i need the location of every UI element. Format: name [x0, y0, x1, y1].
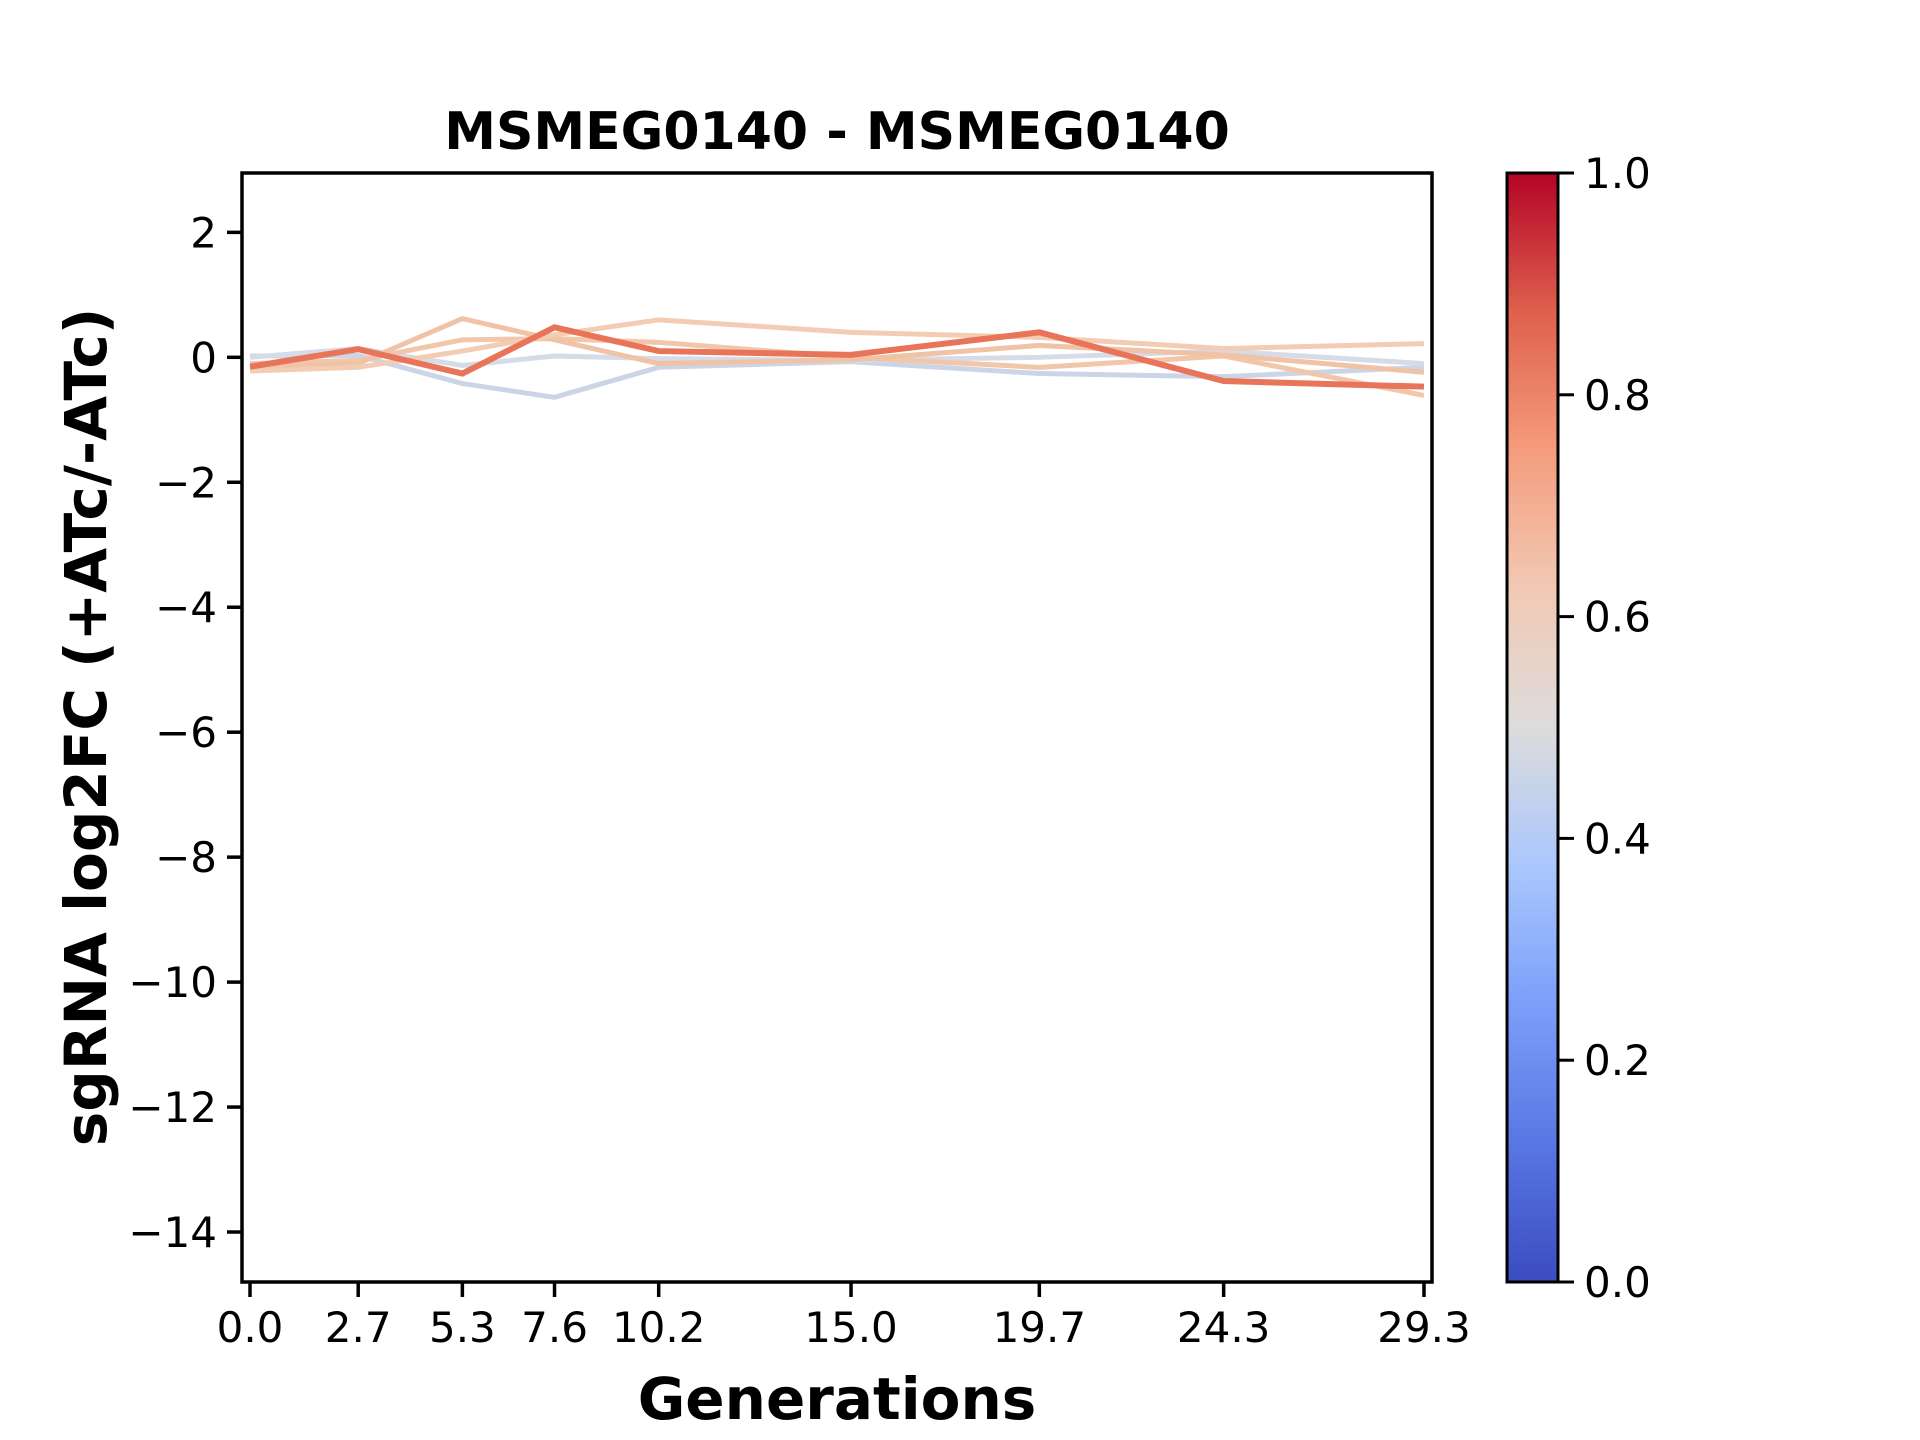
- x-tick-label: 19.7: [993, 1303, 1087, 1352]
- colorbar-tick-label: 1.0: [1584, 149, 1651, 198]
- y-tick-label: 2: [190, 208, 217, 257]
- x-tick-label: 15.0: [804, 1303, 898, 1352]
- series-line-sgRNA-peach-1: [249, 336, 1425, 398]
- x-tick-label: 2.7: [325, 1303, 392, 1352]
- y-tick-label: −6: [155, 708, 217, 757]
- colorbar-frame: [1505, 171, 1560, 1284]
- series-line-sgRNA-orange: [249, 324, 1425, 390]
- x-tick-label: 0.0: [217, 1303, 284, 1352]
- y-tick-label: −10: [128, 958, 217, 1007]
- y-tick-label: −8: [155, 833, 217, 882]
- colorbar-tick-label: 0.4: [1584, 814, 1651, 863]
- x-axis-label: Generations: [637, 1365, 1037, 1433]
- x-tick-label: 29.3: [1377, 1303, 1471, 1352]
- colorbar-tick-label: 0.8: [1584, 371, 1651, 420]
- y-tick-label: −4: [155, 583, 217, 632]
- y-tick-label: 0: [190, 333, 217, 382]
- colorbar-tick-label: 0.0: [1584, 1258, 1651, 1307]
- x-tick-label: 7.6: [521, 1303, 588, 1352]
- x-tick-label: 5.3: [429, 1303, 496, 1352]
- y-tick-label: −2: [155, 458, 217, 507]
- colorbar-tick-label: 0.2: [1584, 1036, 1651, 1085]
- y-axis-label: sgRNA log2FC (+ATc/-ATc): [52, 307, 121, 1147]
- axes-frame: [240, 171, 1434, 1284]
- series-line-sgRNA-peach-2: [249, 315, 1425, 375]
- series-line-sgRNA-peach-3: [249, 317, 1425, 374]
- colorbar-tick-label: 0.6: [1584, 593, 1651, 642]
- y-tick-label: −14: [128, 1208, 217, 1257]
- x-tick-label: 24.3: [1177, 1303, 1271, 1352]
- series-line-sgRNA-blue-1: [249, 352, 1425, 400]
- chart-title: MSMEG0140 - MSMEG0140: [444, 102, 1230, 162]
- x-tick-label: 10.2: [612, 1303, 706, 1352]
- colorbar-gradient: [1507, 173, 1558, 1282]
- y-tick-label: −12: [128, 1083, 217, 1132]
